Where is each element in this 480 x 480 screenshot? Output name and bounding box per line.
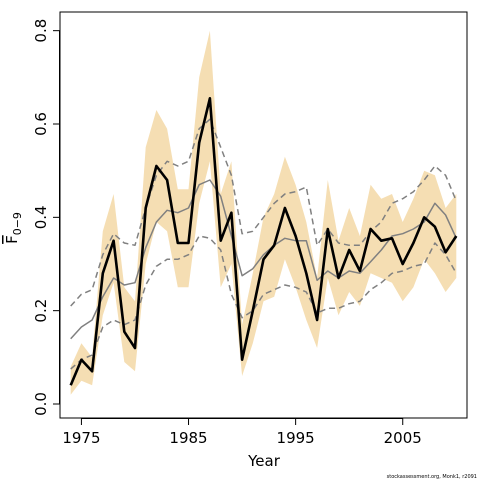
series-line-upper-dashed: [70, 118, 457, 307]
y-tick-label: 0.8: [32, 19, 50, 43]
y-tick-label: 0.0: [32, 392, 50, 416]
confidence-band-layer: [70, 30, 457, 395]
series-line-central-alt: [70, 179, 457, 340]
x-tick-label: 1995: [277, 429, 315, 447]
y-tick-label: 0.6: [32, 112, 50, 136]
y-tick-label: 0.2: [32, 299, 50, 323]
x-tick-label: 2005: [384, 429, 422, 447]
confidence-band: [70, 30, 457, 395]
x-tick-label: 1975: [62, 429, 100, 447]
y-axis-label-main: F: [3, 235, 21, 244]
series-line-estimate: [69, 97, 458, 386]
series-line-lower-dashed: [70, 235, 457, 370]
x-axis-label: Year: [247, 452, 281, 470]
y-axis: 0.0 0.2 0.4 0.6 0.8: [32, 19, 60, 416]
svg-text:F0−9: F0−9: [3, 212, 24, 244]
x-axis: 1975 1985 1995 2005: [62, 418, 422, 447]
y-axis-label: F0−9: [3, 212, 24, 244]
footnote: stockassessment.org, Monk1, r2091: [387, 474, 477, 480]
x-tick-label: 1985: [169, 429, 207, 447]
y-tick-label: 0.4: [32, 205, 50, 229]
series-lines-layer: [69, 97, 458, 386]
y-axis-label-subscript: 0−9: [11, 212, 24, 235]
